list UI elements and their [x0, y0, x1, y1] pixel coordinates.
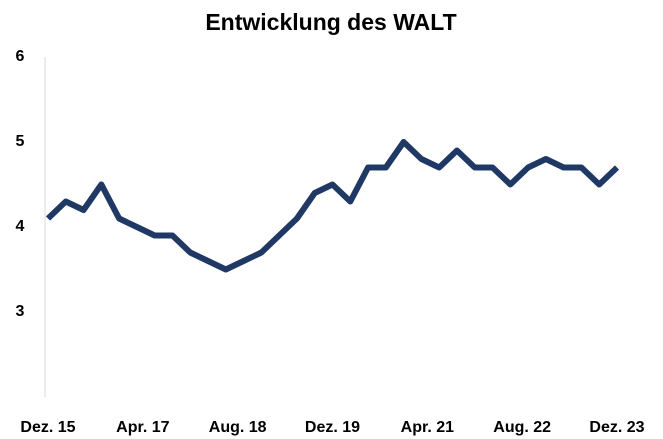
y-tick-label: 4 — [16, 218, 25, 235]
x-tick-label: Dez. 15 — [20, 419, 75, 436]
x-tick-label: Apr. 17 — [116, 419, 169, 436]
x-tick-label: Dez. 23 — [589, 419, 644, 436]
chart-title: Entwicklung des WALT — [205, 9, 456, 35]
x-tick-label: Dez. 19 — [305, 419, 360, 436]
y-tick-label: 5 — [16, 133, 25, 150]
y-tick-label: 3 — [16, 303, 25, 320]
line-series — [45, 139, 620, 273]
x-tick-label: Apr. 21 — [401, 419, 454, 436]
x-tick-label: Aug. 22 — [493, 419, 551, 436]
x-tick-label: Aug. 18 — [209, 419, 267, 436]
y-tick-label: 6 — [16, 48, 25, 65]
